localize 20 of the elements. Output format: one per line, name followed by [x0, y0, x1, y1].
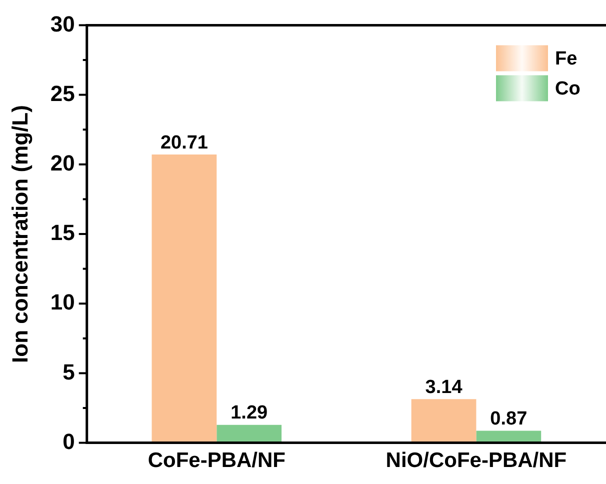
bar: [216, 424, 282, 443]
data-label: 20.71: [160, 132, 208, 154]
bar: [476, 430, 542, 443]
data-label: 0.87: [490, 408, 528, 430]
bar: [411, 399, 476, 443]
y-tick-label: 10: [50, 290, 75, 315]
y-tick-label: 0: [62, 428, 75, 454]
x-tick-label: CoFe-PBA/NF: [148, 449, 286, 472]
bar: [152, 154, 217, 443]
y-tick-label: 5: [62, 359, 75, 384]
data-label: 1.29: [230, 402, 268, 424]
legend-label: Co: [555, 78, 580, 100]
data-label: 3.14: [425, 376, 463, 398]
y-tick-label: 15: [50, 220, 75, 246]
y-axis-title: Ion concentration (mg/L): [7, 105, 32, 363]
y-tick-label: 20: [50, 150, 75, 176]
y-tick-label: 30: [50, 11, 75, 36]
y-tick-label: 25: [50, 80, 75, 106]
x-tick-label: NiO/CoFe-PBA/NF: [386, 449, 567, 472]
legend-label: Fe: [555, 48, 578, 70]
